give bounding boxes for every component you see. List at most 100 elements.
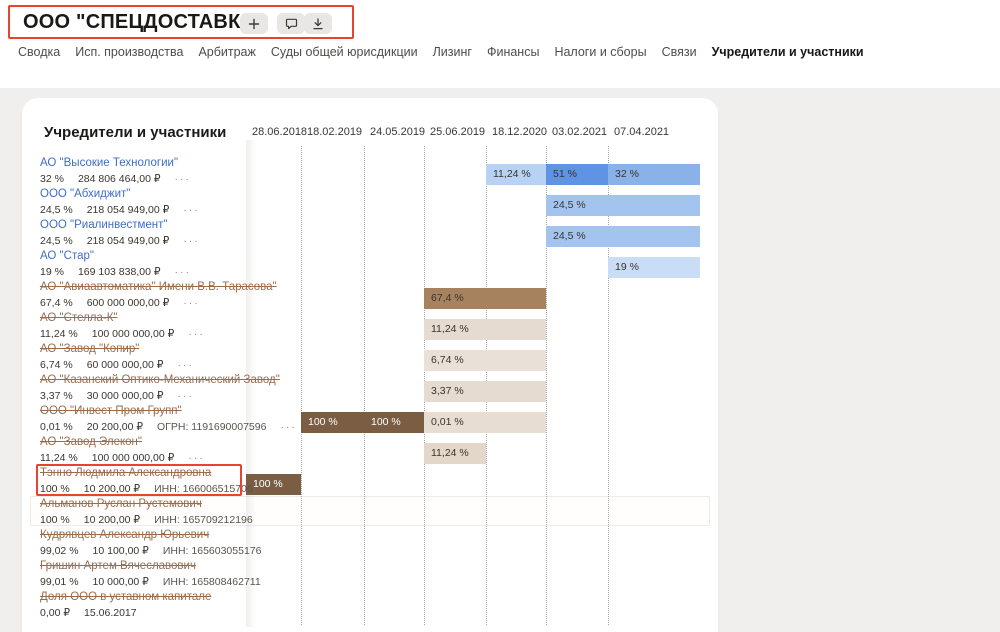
share-bar[interactable]: 100 % xyxy=(301,412,364,433)
row-more-button[interactable]: ··· xyxy=(183,297,200,309)
founder-name-link[interactable]: АО "Стелла-К" xyxy=(40,312,118,324)
founder-info-line: 100 % 10 200,00 ₽ ИНН: 165709212196 xyxy=(40,514,267,526)
founder-info-value: 30 000 000,00 ₽ xyxy=(86,390,164,402)
download-button[interactable] xyxy=(304,13,332,34)
timeline-grid-line xyxy=(364,146,365,625)
founder-info-line: 32 % 284 806 464,00 ₽ ··· xyxy=(40,173,191,185)
founder-info-line: 0,01 % 20 200,00 ₽ ОГРН: 1191690007596 ··· xyxy=(40,421,297,433)
row-more-button[interactable]: ··· xyxy=(177,390,194,402)
share-bar[interactable]: 11,24 % xyxy=(424,319,546,340)
founder-name-link[interactable]: Альманов Руслан Рустемович xyxy=(40,498,202,510)
share-bar[interactable]: 3,37 % xyxy=(424,381,546,402)
share-bar[interactable]: 100 % xyxy=(364,412,424,433)
share-bar[interactable]: 67,4 % xyxy=(424,288,546,309)
timeline-grid-line xyxy=(608,146,609,625)
founder-name-link[interactable]: АО "Стар" xyxy=(40,250,94,262)
share-bar[interactable]: 0,01 % xyxy=(424,412,546,433)
tab-nalogi-i-sbory[interactable]: Налоги и сборы xyxy=(554,45,647,59)
tab-lizing[interactable]: Лизинг xyxy=(432,45,472,59)
share-bar[interactable]: 24,5 % xyxy=(546,226,700,247)
row-more-button[interactable]: ··· xyxy=(174,266,192,278)
row-more-button[interactable]: ··· xyxy=(183,235,200,247)
tab-svodka[interactable]: Сводка xyxy=(18,45,61,59)
timeline-date-label: 25.06.2019 xyxy=(430,126,486,138)
timeline-date-label: 03.02.2021 xyxy=(552,126,608,138)
tab-isp-proizvodstva[interactable]: Исп. производства xyxy=(75,45,184,59)
founder-info-value: 100 % xyxy=(40,483,70,495)
company-title: ООО "СПЕЦДОСТАВКА" xyxy=(23,11,265,33)
download-icon xyxy=(312,17,324,30)
founder-info-line: 11,24 % 100 000 000,00 ₽ ··· xyxy=(40,328,205,340)
founder-reg-number: ИНН: 165603055176 xyxy=(162,545,262,557)
tab-finansy[interactable]: Финансы xyxy=(486,45,540,59)
share-bar[interactable]: 11,24 % xyxy=(486,164,546,185)
founder-info-value: 20 200,00 ₽ xyxy=(86,421,144,433)
share-bar[interactable]: 19 % xyxy=(608,257,700,278)
founder-info-line: 0,00 ₽ 15.06.2017 xyxy=(40,607,151,619)
founder-info-value: 19 % xyxy=(40,266,64,278)
founder-info-value: 100 % xyxy=(40,514,70,526)
share-bar[interactable]: 11,24 % xyxy=(424,443,486,464)
share-bar[interactable]: 51 % xyxy=(546,164,608,185)
founder-name-link[interactable]: Доля ООО в уставном капитале xyxy=(40,591,212,603)
plus-icon xyxy=(248,18,260,30)
tab-sudy-obshchey-yurisdikcii[interactable]: Суды общей юрисдикции xyxy=(270,45,418,59)
founder-info-line: 100 % 10 200,00 ₽ ИНН: 166006515706 xyxy=(40,483,267,495)
founder-info-value: 100 000 000,00 ₽ xyxy=(91,328,175,340)
share-bar[interactable]: 100 % xyxy=(246,474,301,495)
row-more-button[interactable]: ··· xyxy=(188,452,205,464)
comment-icon xyxy=(285,18,298,30)
chart-left-edge-shadow xyxy=(246,140,256,627)
founder-info-value: 10 200,00 ₽ xyxy=(83,483,141,495)
founder-name-link[interactable]: АО "Казанский Оптико-Механический Завод" xyxy=(40,374,280,386)
founder-info-value: 24,5 % xyxy=(40,204,73,216)
founder-info-value: 32 % xyxy=(40,173,64,185)
founder-info-value: 218 054 949,00 ₽ xyxy=(86,204,170,216)
nav-tabs: Сводка Исп. производства Арбитраж Суды обще… xyxy=(18,45,864,59)
timeline-date-label: 18.12.2020 xyxy=(492,126,548,138)
founder-name-link[interactable]: Кудрявцев Александр Юрьевич xyxy=(40,529,210,541)
founder-name-link[interactable]: Тэнно Людмила Александровна xyxy=(40,467,212,479)
founder-info-value: 10 200,00 ₽ xyxy=(83,514,141,526)
founder-name-link[interactable]: АО "Авиаавтоматика" Имени В.В. Тарасова" xyxy=(40,281,277,293)
founder-reg-number: ИНН: 166006515706 xyxy=(154,483,253,495)
founder-name-link[interactable]: ООО "Абхиджит" xyxy=(40,188,131,200)
timeline-grid-line xyxy=(546,146,547,625)
founder-info-value: 10 000,00 ₽ xyxy=(92,576,149,588)
tab-svyazi[interactable]: Связи xyxy=(661,45,697,59)
founder-name-link[interactable]: АО "Высокие Технологии" xyxy=(40,157,179,169)
row-more-button[interactable]: ··· xyxy=(183,204,200,216)
founder-name-link[interactable]: ООО "Инвест Пром Групп" xyxy=(40,405,182,417)
founder-info-value: 11,24 % xyxy=(40,328,78,340)
founder-info-value: 15.06.2017 xyxy=(84,607,137,619)
founder-info-value: 3,37 % xyxy=(40,390,73,402)
share-bar[interactable]: 32 % xyxy=(608,164,700,185)
founder-name-link[interactable]: АО "Завод Элекон" xyxy=(40,436,142,448)
founder-info-value: 60 000 000,00 ₽ xyxy=(86,359,164,371)
row-more-button[interactable]: ··· xyxy=(174,173,192,185)
founder-info-value: 284 806 464,00 ₽ xyxy=(77,173,161,185)
share-bar[interactable]: 24,5 % xyxy=(546,195,700,216)
comment-button[interactable] xyxy=(277,13,305,34)
founder-info-value: 11,24 % xyxy=(40,452,78,464)
founders-card: Учредители и участники 28.06.2018 18.02.2… xyxy=(22,98,718,632)
founder-info-line: 24,5 % 218 054 949,00 ₽ ··· xyxy=(40,235,200,247)
founder-info-line: 67,4 % 600 000 000,00 ₽ ··· xyxy=(40,297,200,309)
founder-name-link[interactable]: Гришин Артем Вячеславович xyxy=(40,560,196,572)
row-more-button[interactable]: ··· xyxy=(188,328,205,340)
founder-info-line: 99,02 % 10 100,00 ₽ ИНН: 165603055176 xyxy=(40,545,275,557)
founder-info-value: 169 103 838,00 ₽ xyxy=(77,266,161,278)
founder-info-value: 67,4 % xyxy=(40,297,73,309)
row-more-button[interactable]: ··· xyxy=(177,359,194,371)
tab-uchrediteli-i-uchastniki[interactable]: Учредители и участники xyxy=(711,45,864,59)
founder-name-link[interactable]: ООО "Риалинвестмент" xyxy=(40,219,168,231)
share-bar[interactable]: 6,74 % xyxy=(424,350,546,371)
row-more-button[interactable]: ··· xyxy=(280,421,297,433)
add-button[interactable] xyxy=(240,13,268,34)
timeline-date-label: 07.04.2021 xyxy=(614,126,670,138)
founder-name-link[interactable]: АО "Завод "Копир" xyxy=(40,343,140,355)
founder-info-value: 0,00 ₽ xyxy=(40,607,71,619)
tab-arbitrazh[interactable]: Арбитраж xyxy=(198,45,256,59)
founder-info-value: 0,01 % xyxy=(40,421,73,433)
founder-reg-number: ИНН: 165709212196 xyxy=(154,514,253,526)
